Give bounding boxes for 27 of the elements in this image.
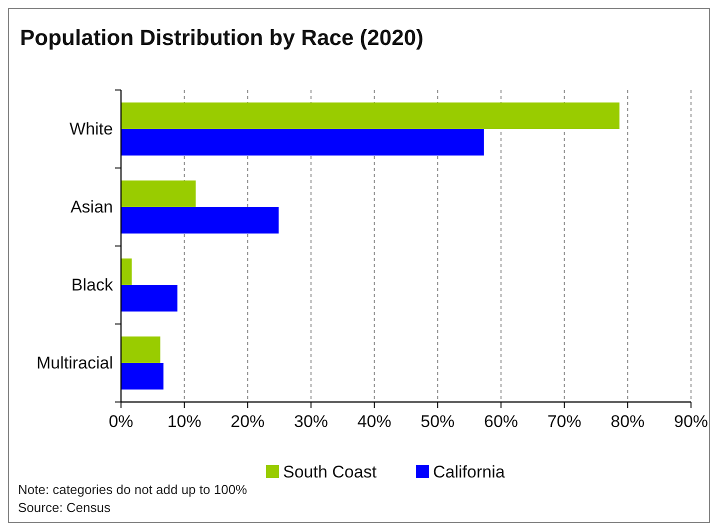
x-tick-label: 80% xyxy=(610,412,645,431)
y-tick-label: Multiracial xyxy=(36,354,113,372)
y-tick-label: Black xyxy=(71,276,114,294)
x-tick-label: 70% xyxy=(547,412,582,431)
source-note: Source: Census xyxy=(18,500,111,515)
legend-label: South Coast xyxy=(283,462,377,482)
bar xyxy=(121,363,164,390)
y-tick-label: Asian xyxy=(70,198,113,216)
chart-title: Population Distribution by Race (2020) xyxy=(20,25,424,50)
x-tick-label: 60% xyxy=(484,412,518,431)
bar xyxy=(121,258,132,285)
bar xyxy=(121,285,178,312)
x-tick-label: 20% xyxy=(230,412,265,431)
x-tick-label: 40% xyxy=(357,412,392,431)
bar xyxy=(121,102,620,129)
x-tick-label: 30% xyxy=(294,412,328,431)
bar xyxy=(121,129,484,156)
bar xyxy=(121,207,279,234)
x-tick-label: 90% xyxy=(674,412,708,431)
x-tick-label: 0% xyxy=(108,412,134,431)
bar xyxy=(121,336,160,363)
bar xyxy=(121,180,196,207)
y-tick-label: White xyxy=(70,120,113,138)
x-tick-label: 10% xyxy=(167,412,202,431)
x-tick-label: 50% xyxy=(420,412,455,431)
legend-label: California xyxy=(433,462,506,482)
text: Note: categories do not add up to 100% xyxy=(18,482,248,497)
